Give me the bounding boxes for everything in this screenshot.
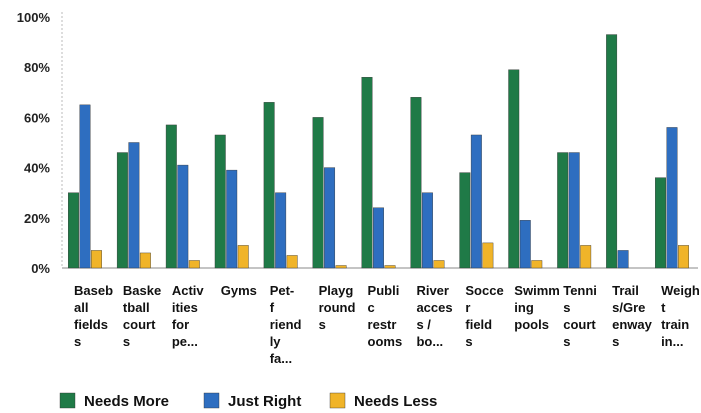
bar xyxy=(557,152,569,269)
bar xyxy=(237,245,249,269)
bar xyxy=(263,102,275,269)
bar xyxy=(531,260,543,269)
bar xyxy=(666,127,678,269)
bar xyxy=(519,220,531,269)
bar xyxy=(139,252,151,269)
legend-label: Needs Less xyxy=(354,393,437,410)
y-tick-label: 0% xyxy=(31,261,50,276)
category-label: Publi c restr ooms xyxy=(368,283,403,349)
bar xyxy=(79,104,91,269)
bar xyxy=(433,260,445,269)
bar xyxy=(655,177,666,269)
legend-label: Just Right xyxy=(228,393,301,410)
category-label: Weigh t train in... xyxy=(661,283,700,349)
category-label: Trail s/Gre enway s xyxy=(612,283,653,349)
bar xyxy=(312,117,324,269)
bar xyxy=(678,245,689,269)
legend-swatch xyxy=(59,392,76,409)
y-tick-label: 100% xyxy=(17,10,51,25)
category-label: Playg round s xyxy=(319,283,356,332)
bar xyxy=(373,207,384,269)
bar xyxy=(617,250,629,269)
bar xyxy=(508,69,520,269)
y-tick-label: 40% xyxy=(24,161,50,176)
bar xyxy=(275,192,287,269)
bar xyxy=(410,97,422,269)
bar xyxy=(116,152,128,269)
bar xyxy=(91,250,102,269)
bar xyxy=(361,77,373,269)
bar xyxy=(214,134,226,269)
category-label: Tenni s court s xyxy=(563,283,597,349)
bar xyxy=(580,245,592,269)
category-label: Gyms xyxy=(221,283,257,298)
legend-swatch xyxy=(203,392,220,409)
category-label: Activ ities for pe... xyxy=(172,283,205,349)
bar xyxy=(459,172,471,269)
bar xyxy=(177,164,189,269)
category-label: Baseb all fields s xyxy=(74,283,113,349)
category-labels: Baseb all fields s Baske tball court s Activ itie… xyxy=(74,283,700,366)
legend-label: Needs More xyxy=(84,393,169,410)
y-axis: 0% 20% 40% 60% 80% 100% xyxy=(17,10,63,276)
bar xyxy=(421,192,433,269)
bar xyxy=(568,152,580,269)
bar xyxy=(324,167,336,269)
bar xyxy=(286,255,298,269)
category-label: Baske tball court s xyxy=(123,283,161,349)
legend: Needs More Just Right Needs Less xyxy=(59,392,437,410)
bar xyxy=(606,34,618,269)
bar xyxy=(165,124,177,269)
category-label: Pet-f riend ly fa... xyxy=(270,283,302,366)
bar xyxy=(128,142,140,269)
y-tick-label: 20% xyxy=(24,211,50,226)
category-label: Swimm ing pools xyxy=(514,283,560,332)
bar xyxy=(226,169,238,269)
category-label: River acces s / bo... xyxy=(416,283,452,349)
bar xyxy=(68,192,79,269)
bar xyxy=(335,265,347,269)
y-tick-label: 60% xyxy=(24,110,50,125)
bar xyxy=(188,260,200,269)
y-tick-label: 80% xyxy=(24,60,50,75)
bar xyxy=(482,242,494,269)
bar xyxy=(470,134,482,269)
bar xyxy=(384,265,396,269)
category-label: Socce r field s xyxy=(465,283,503,349)
bars xyxy=(68,34,689,269)
legend-swatch xyxy=(329,392,346,409)
